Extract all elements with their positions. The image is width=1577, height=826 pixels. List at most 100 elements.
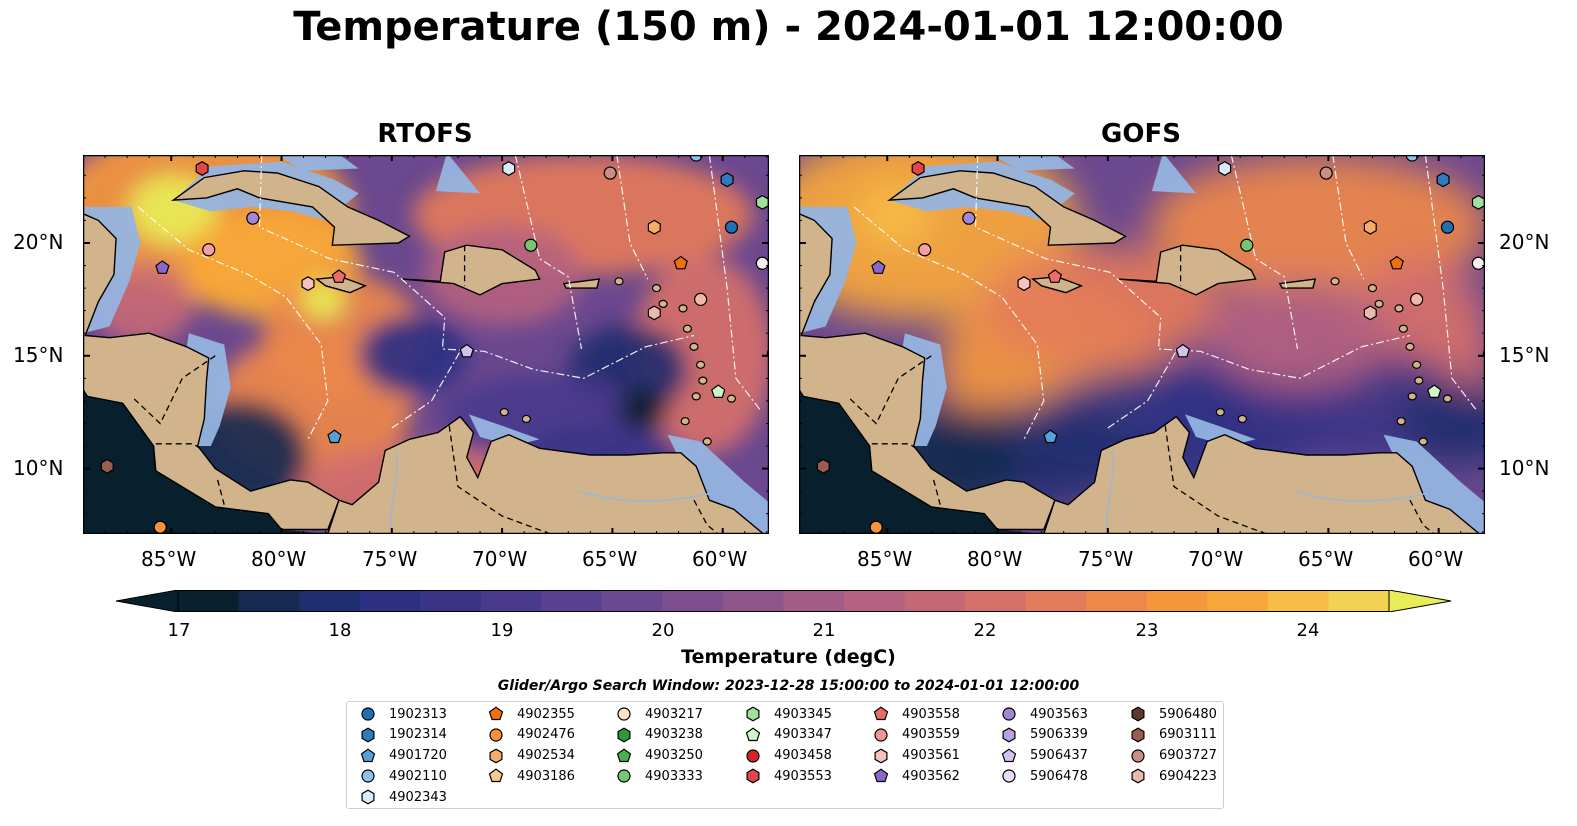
legend-marker[interactable] bbox=[1002, 727, 1016, 743]
argo-float-marker[interactable] bbox=[524, 238, 538, 252]
shelf-shallow-water bbox=[435, 155, 480, 194]
figure-title: Temperature (150 m) - 2024-01-01 12:00:0… bbox=[293, 4, 1284, 50]
legend-marker[interactable] bbox=[873, 768, 889, 783]
argo-float-marker[interactable] bbox=[1047, 269, 1063, 283]
legend-marker[interactable] bbox=[1131, 706, 1145, 722]
argo-float-marker[interactable] bbox=[603, 166, 617, 180]
argo-float-marker[interactable] bbox=[331, 269, 347, 283]
legend-marker[interactable] bbox=[617, 769, 631, 783]
legend-marker[interactable] bbox=[873, 706, 889, 721]
hexagon-marker-icon bbox=[361, 789, 375, 805]
argo-float-marker[interactable] bbox=[1471, 256, 1485, 270]
argo-float-marker[interactable] bbox=[694, 292, 708, 306]
colorbar-segment bbox=[601, 590, 663, 612]
legend-float-id: 4903563 bbox=[1030, 706, 1088, 722]
legend-marker[interactable] bbox=[1131, 768, 1145, 784]
argo-float-marker[interactable] bbox=[1389, 255, 1404, 270]
landmass-cuba bbox=[887, 170, 1127, 246]
circle-marker-icon bbox=[617, 769, 631, 783]
legend-item: 4903563 bbox=[998, 704, 1088, 724]
argo-float-marker[interactable] bbox=[1405, 155, 1419, 162]
legend-marker[interactable] bbox=[745, 727, 761, 741]
lon-tick-label: 75°W bbox=[362, 547, 418, 571]
legend-marker[interactable] bbox=[874, 748, 888, 764]
circle-marker-icon bbox=[361, 707, 375, 721]
legend-marker[interactable] bbox=[746, 706, 760, 722]
legend-marker[interactable] bbox=[361, 769, 375, 783]
legend-marker[interactable] bbox=[874, 728, 888, 742]
argo-float-marker[interactable] bbox=[869, 520, 883, 534]
search-window-caption: Glider/Argo Search Window: 2023-12-28 15… bbox=[497, 678, 1080, 694]
legend-marker[interactable] bbox=[488, 768, 504, 783]
argo-float-marker[interactable] bbox=[647, 219, 661, 235]
legend-float-id: 5906480 bbox=[1159, 706, 1217, 722]
argo-float-marker[interactable] bbox=[871, 260, 886, 274]
argo-float-marker[interactable] bbox=[647, 305, 661, 321]
legend-marker[interactable] bbox=[489, 728, 503, 742]
argo-float-marker[interactable] bbox=[327, 429, 342, 444]
legend-marker[interactable] bbox=[1001, 748, 1017, 762]
argo-float-marker[interactable] bbox=[816, 458, 830, 474]
legend-marker[interactable] bbox=[361, 707, 375, 721]
legend-item: 4903186 bbox=[485, 766, 575, 786]
legend-float-id: 5906478 bbox=[1030, 768, 1088, 784]
argo-float-marker[interactable] bbox=[202, 243, 216, 257]
argo-float-marker[interactable] bbox=[195, 161, 209, 176]
argo-float-marker[interactable] bbox=[755, 256, 769, 270]
argo-float-marker[interactable] bbox=[1175, 343, 1191, 358]
eez-boundary bbox=[514, 155, 583, 350]
argo-float-marker[interactable] bbox=[720, 172, 734, 188]
argo-float-marker[interactable] bbox=[155, 260, 170, 274]
island bbox=[614, 277, 624, 286]
argo-float-marker[interactable] bbox=[459, 343, 475, 358]
colorbar-segment bbox=[1207, 590, 1269, 612]
argo-float-marker[interactable] bbox=[962, 211, 976, 225]
argo-float-marker[interactable] bbox=[1017, 276, 1031, 292]
legend-marker[interactable] bbox=[361, 789, 375, 805]
pentagon-marker-icon bbox=[745, 727, 761, 741]
rtofs-map[interactable] bbox=[83, 155, 769, 534]
argo-float-marker[interactable] bbox=[1363, 219, 1377, 235]
argo-float-marker[interactable] bbox=[918, 243, 932, 257]
argo-float-marker[interactable] bbox=[711, 384, 726, 398]
legend-marker[interactable] bbox=[489, 748, 503, 764]
legend-marker[interactable] bbox=[617, 727, 631, 743]
argo-float-marker[interactable] bbox=[153, 520, 167, 534]
legend-marker[interactable] bbox=[1131, 748, 1145, 763]
circle-marker-icon bbox=[1002, 769, 1016, 783]
gofs-map[interactable] bbox=[799, 155, 1485, 534]
legend-float-id: 1902314 bbox=[389, 727, 447, 743]
legend-marker[interactable] bbox=[617, 707, 631, 721]
argo-float-marker[interactable] bbox=[1427, 384, 1442, 398]
argo-float-marker[interactable] bbox=[502, 161, 516, 176]
legend-marker[interactable] bbox=[616, 748, 632, 762]
argo-float-marker[interactable] bbox=[1240, 238, 1254, 252]
argo-float-marker[interactable] bbox=[1363, 305, 1377, 321]
legend-item: 6903727 bbox=[1127, 746, 1217, 766]
legend-marker[interactable] bbox=[1131, 727, 1145, 743]
argo-float-marker[interactable] bbox=[1043, 429, 1058, 444]
legend-float-id: 4903562 bbox=[902, 768, 960, 784]
legend-marker[interactable] bbox=[361, 727, 375, 743]
legend-marker[interactable] bbox=[360, 748, 376, 762]
legend-marker[interactable] bbox=[746, 748, 760, 763]
argo-float-marker[interactable] bbox=[1436, 172, 1450, 188]
argo-float-marker[interactable] bbox=[1218, 161, 1232, 176]
argo-float-marker[interactable] bbox=[1440, 220, 1455, 234]
argo-float-marker[interactable] bbox=[100, 458, 114, 474]
argo-float-marker[interactable] bbox=[1319, 166, 1333, 180]
legend-marker[interactable] bbox=[1002, 769, 1016, 783]
argo-float-marker[interactable] bbox=[911, 161, 925, 176]
legend-marker[interactable] bbox=[1002, 707, 1016, 721]
argo-float-marker[interactable] bbox=[673, 255, 688, 270]
argo-float-marker[interactable] bbox=[689, 155, 703, 162]
legend-marker[interactable] bbox=[746, 768, 760, 784]
hexagon-marker-icon bbox=[1002, 727, 1016, 743]
legend-float-id: 4903458 bbox=[774, 748, 832, 764]
argo-float-marker[interactable] bbox=[246, 211, 260, 225]
legend-marker[interactable] bbox=[488, 706, 504, 721]
argo-float-marker[interactable] bbox=[301, 276, 315, 292]
argo-float-marker[interactable] bbox=[1410, 292, 1424, 306]
argo-float-marker[interactable] bbox=[724, 220, 739, 234]
country-border bbox=[847, 355, 932, 425]
